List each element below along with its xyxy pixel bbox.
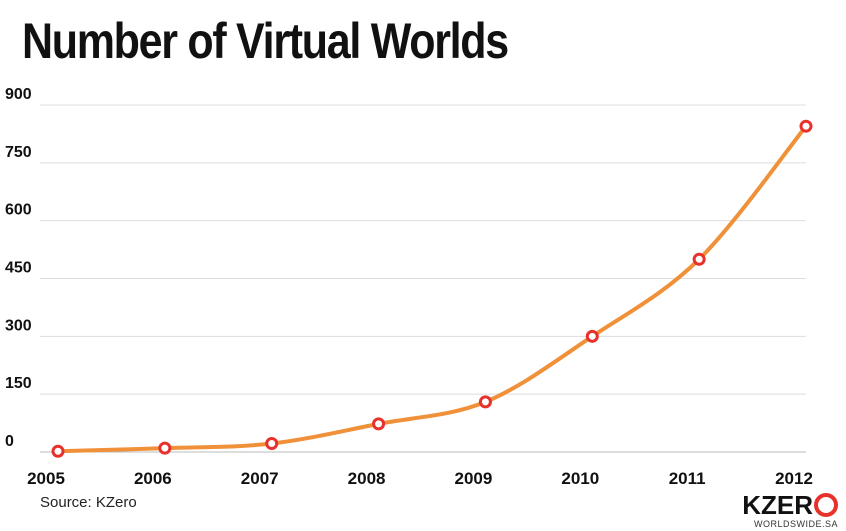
y-tick-label: 600 (5, 202, 32, 219)
y-tick-labels: 0 150 300 450 600 750 900 (5, 86, 32, 450)
data-point (692, 252, 706, 266)
kzero-logo: KZER WORLDSWIDE.SA (742, 492, 838, 529)
data-point (265, 437, 279, 451)
data-points (51, 119, 813, 458)
grid-lines (40, 104, 806, 453)
data-point (51, 444, 65, 458)
data-point (372, 417, 386, 431)
logo-wordmark: KZER (742, 492, 838, 518)
x-tick-label: 2011 (669, 469, 706, 488)
x-tick-label: 2012 (775, 469, 813, 488)
chart-title: Number of Virtual Worlds (22, 13, 509, 69)
x-tick-label: 2009 (455, 469, 493, 488)
series-line-path (56, 124, 808, 454)
y-tick-label: 0 (5, 433, 14, 450)
data-point (585, 329, 599, 343)
logo-subtitle: WORLDSWIDE.SA (753, 519, 838, 529)
source-note: Source: KZero (40, 494, 137, 511)
y-tick-label: 750 (5, 144, 32, 161)
x-tick-label: 2005 (27, 469, 65, 488)
data-point (478, 395, 492, 409)
y-tick-label: 150 (5, 375, 32, 392)
data-point (799, 119, 813, 133)
y-tick-label: 450 (5, 260, 32, 277)
y-tick-label: 900 (5, 86, 32, 103)
x-tick-labels: 2005 2006 2007 2008 2009 2010 2011 2012 (27, 469, 813, 488)
data-point (158, 441, 172, 455)
y-tick-label: 300 (5, 317, 32, 334)
x-tick-label: 2006 (134, 469, 172, 488)
x-tick-label: 2010 (561, 469, 599, 488)
series-line (56, 124, 808, 454)
logo-o-ring-icon (814, 493, 838, 517)
x-tick-label: 2008 (348, 469, 386, 488)
logo-text: KZER (742, 490, 813, 520)
x-tick-label: 2007 (241, 469, 279, 488)
